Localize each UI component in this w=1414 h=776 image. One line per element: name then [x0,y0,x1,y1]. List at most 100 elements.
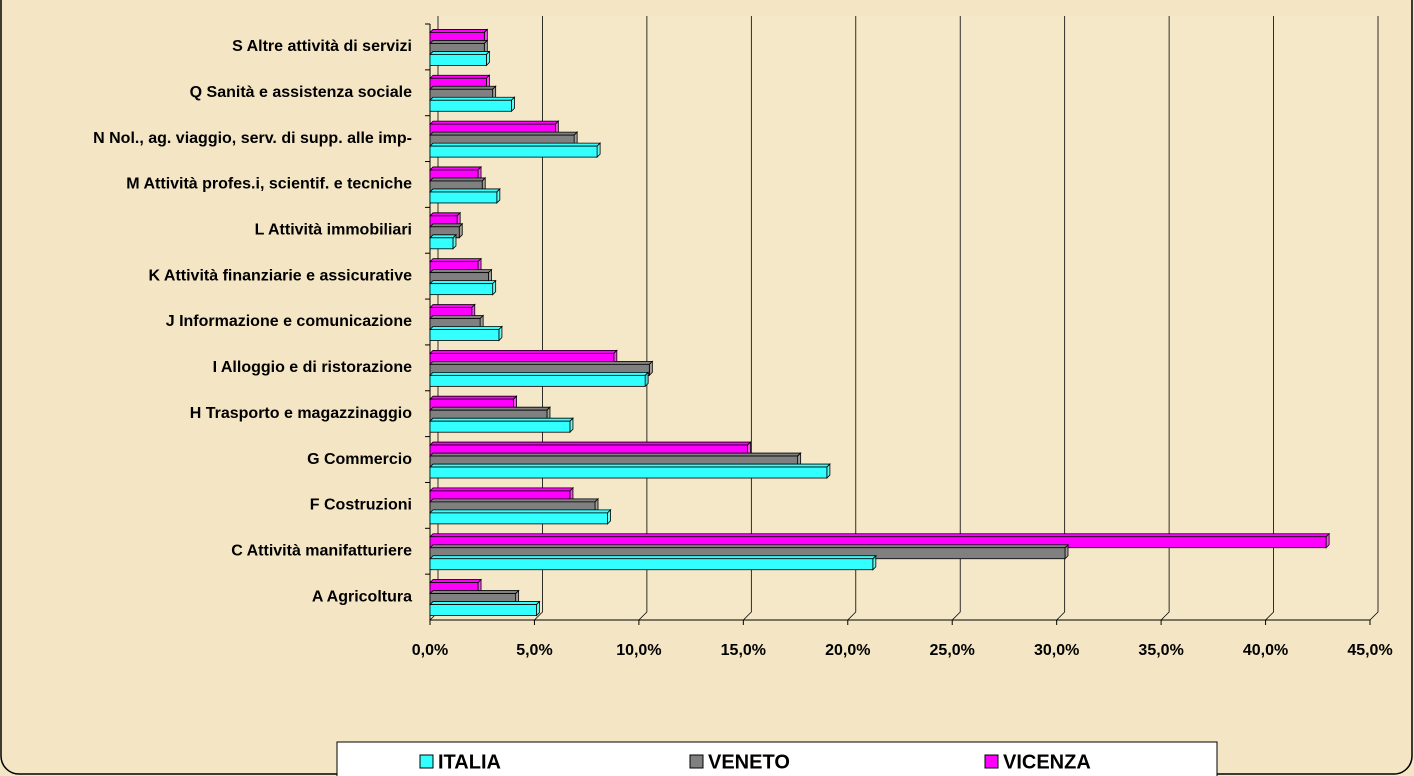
bar-side [492,279,497,296]
bar [429,99,512,112]
bar [429,466,828,479]
bar-side [826,463,831,480]
legend-swatch [984,754,999,769]
bar-top [429,498,599,503]
bar-top [429,315,485,319]
x-tick-label: 15,0% [721,642,766,659]
bar-top [429,441,752,446]
x-tick-label: 5,0% [516,642,552,659]
bar-top [429,533,1331,538]
grid-line [1265,16,1274,621]
bar-top [429,452,802,457]
grid-line [743,16,752,621]
bar-top [429,349,618,354]
bar-top [429,269,493,274]
x-tick-label: 0,0% [412,642,448,659]
grid-line [534,16,543,621]
bar-top [429,96,516,101]
bar-top [429,120,560,125]
bar-top [429,280,497,285]
bar-side [511,96,515,113]
legend-swatch [419,754,434,769]
y-tick-label: K Attività finanziarie e assicurative [148,267,412,284]
bar-top [429,395,518,400]
x-tick-label: 10,0% [616,642,661,659]
bar-side [452,233,457,250]
x-tick-label: 30,0% [1034,642,1079,659]
bar-side [498,325,503,342]
bar-side [1325,532,1330,549]
legend-label: VENETO [708,751,790,773]
y-tick-label: Q Sanità e assistenza sociale [190,84,412,101]
legend-swatch [689,754,704,769]
bar-top [429,234,457,239]
bar [429,420,571,433]
bar-top [429,371,650,376]
grid-line [638,16,648,621]
bar-top [429,579,483,583]
bar [429,558,874,571]
bar [429,604,537,616]
bar-top [429,601,541,605]
y-tick-label: L Attività immobiliari [255,222,412,239]
y-tick-label: F Costruzioni [310,497,412,514]
bar-top [429,326,503,330]
bar-top [429,509,612,514]
bar-side [458,222,463,239]
x-tick-label: 25,0% [930,642,975,659]
bar-top [429,177,487,182]
plot-area [430,16,1378,620]
bar [429,512,608,525]
bar-top [429,212,462,217]
bar-side [1064,543,1069,560]
bar-top [429,544,1069,549]
bar [429,54,487,66]
legend [336,741,1218,776]
bar-top [429,166,483,171]
y-tick-label: I Alloggio e di ristorazione [213,359,413,376]
x-tick-label: 40,0% [1243,642,1288,659]
bar-top [429,131,579,136]
bar [429,283,494,296]
bar-top [429,29,489,33]
x-tick-label: 45,0% [1347,642,1392,659]
bar-top [429,142,602,147]
bar [429,237,454,250]
bar-side [596,142,601,159]
bar-top [429,51,491,55]
y-tick-label: N Nol., ag. viaggio, serv. di supp. alle… [93,130,412,147]
x-tick-label: 35,0% [1138,642,1183,659]
bar-top [429,555,877,560]
grid-line [1056,16,1066,621]
legend-label: VICENZA [1003,751,1091,773]
grid-line [847,16,857,621]
bar-top [429,304,476,308]
y-tick-label: G Commercio [307,451,412,468]
y-tick-label: H Trasporto e magazzinaggio [190,405,412,422]
bar-side [569,417,574,434]
bar-top [429,590,520,594]
y-tick-label: M Attività profes.i, scientif. e tecnich… [126,176,412,193]
grid-line [1160,16,1170,621]
bar-top [429,406,551,411]
bar-side [536,600,540,617]
bar-top [429,223,464,228]
bar-side [496,187,501,204]
grid-line [951,16,961,621]
y-tick-label: J Informazione e comunicazione [166,313,412,330]
bar-top [429,360,654,365]
bar [429,329,500,341]
x-tick-label: 20,0% [825,642,870,659]
bar-top [429,417,574,422]
bar-top [429,487,574,492]
bar-top [429,188,501,193]
y-tick-label: S Altre attività di servizi [232,38,412,55]
bar-side [644,371,649,388]
bar [429,374,646,387]
bar-top [429,40,489,44]
y-tick-label: A Agricoltura [312,588,412,605]
bar-top [429,74,491,79]
bar-side [872,554,877,571]
bar-side [485,50,490,67]
